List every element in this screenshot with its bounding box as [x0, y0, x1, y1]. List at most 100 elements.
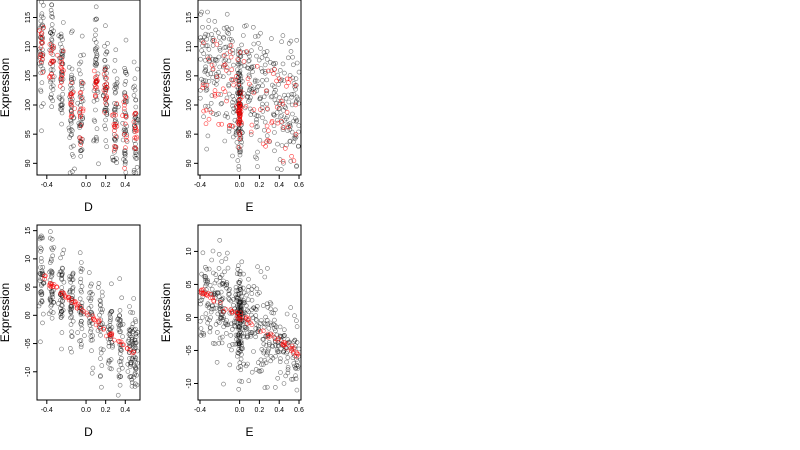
data-point: [79, 284, 85, 289]
data-point: [268, 306, 273, 312]
data-point: [267, 342, 272, 347]
data-point: [283, 116, 289, 121]
data-point: [294, 324, 300, 329]
y-axis-title: Expression: [0, 283, 12, 342]
data-point: [60, 86, 66, 91]
data-point: [94, 51, 99, 56]
fitted-point: [60, 48, 66, 54]
data-point: [49, 22, 55, 27]
y-tick-label: 00: [25, 311, 32, 319]
data-point: [207, 329, 213, 335]
data-point: [93, 32, 98, 38]
data-point: [295, 96, 301, 102]
data-point: [211, 292, 216, 298]
data-point: [209, 306, 214, 312]
data-point: [237, 126, 243, 132]
fitted-point: [38, 59, 44, 65]
fitted-point: [90, 313, 96, 319]
data-point: [288, 38, 294, 44]
data-point: [213, 27, 218, 33]
y-tick-label: 95: [25, 130, 32, 138]
fitted-point: [224, 98, 229, 104]
data-point: [115, 392, 121, 398]
data-point: [48, 67, 54, 73]
points: [36, 229, 140, 398]
y-tick-label: 105: [186, 70, 193, 82]
data-point: [219, 306, 225, 312]
data-point: [38, 87, 43, 93]
data-point: [133, 340, 138, 346]
fitted-point: [133, 146, 138, 152]
data-point: [244, 307, 250, 313]
data-point: [254, 53, 259, 59]
data-point: [102, 123, 107, 129]
fitted-point: [266, 68, 271, 74]
fitted-point: [275, 120, 281, 126]
data-point: [98, 332, 103, 338]
data-point: [129, 337, 135, 342]
data-point: [284, 359, 289, 365]
fitted-point: [203, 107, 209, 113]
fitted-point: [69, 102, 74, 108]
data-point: [201, 331, 206, 336]
data-point: [227, 43, 232, 49]
data-point: [59, 54, 65, 60]
data-point: [246, 58, 252, 63]
data-point: [261, 324, 267, 330]
data-point: [92, 37, 97, 42]
data-point: [103, 23, 108, 29]
fitted-point: [274, 104, 280, 110]
data-point: [252, 112, 257, 117]
data-point: [201, 332, 207, 338]
data-point: [113, 89, 118, 95]
data-point: [114, 76, 120, 82]
data-point: [99, 384, 104, 390]
fitted-point: [218, 299, 223, 305]
data-point: [50, 83, 56, 89]
data-point: [109, 366, 114, 372]
fitted-point: [102, 110, 107, 115]
data-point: [91, 98, 97, 104]
data-point: [284, 350, 289, 356]
fitted-point: [208, 295, 213, 301]
data-point: [272, 112, 277, 118]
data-point: [40, 235, 45, 241]
data-point: [110, 154, 115, 160]
data-point: [123, 68, 128, 73]
fitted-point: [263, 88, 269, 94]
data-point: [230, 327, 235, 332]
data-point: [282, 70, 287, 76]
data-point: [254, 78, 260, 84]
data-point: [58, 255, 63, 261]
x-axis-title: E: [245, 200, 253, 214]
fitted-point: [216, 122, 221, 127]
data-point: [273, 343, 278, 348]
fitted-point: [122, 132, 127, 137]
data-point: [273, 60, 278, 66]
data-point: [230, 153, 235, 159]
data-point: [210, 303, 215, 308]
data-point: [295, 364, 301, 369]
data-point: [210, 38, 216, 43]
data-point: [288, 159, 294, 164]
fitted-point: [211, 299, 217, 304]
data-point: [207, 325, 213, 330]
data-point: [198, 326, 204, 331]
data-point: [121, 157, 126, 162]
fitted-point: [220, 86, 226, 92]
fitted-point: [94, 74, 100, 79]
fitted-point: [131, 119, 137, 125]
fitted-point: [78, 304, 83, 310]
data-point: [219, 340, 225, 346]
data-point: [93, 4, 99, 10]
fitted-point: [237, 114, 243, 120]
data-point: [238, 137, 243, 143]
data-point: [49, 237, 55, 242]
fitted-point: [222, 89, 228, 94]
data-point: [268, 94, 274, 100]
fitted-point: [73, 299, 78, 304]
fitted-point: [121, 342, 126, 348]
fitted-point: [77, 110, 82, 115]
data-point: [210, 43, 216, 48]
data-point: [202, 82, 208, 88]
